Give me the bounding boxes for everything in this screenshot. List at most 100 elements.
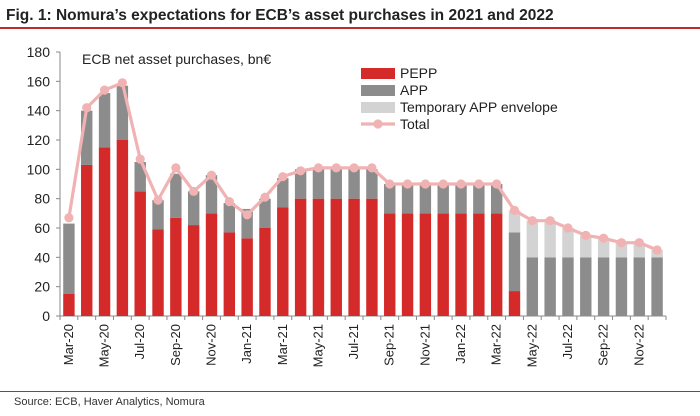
x-tick-label: Jan-21 <box>239 324 254 364</box>
bar-app <box>170 173 182 218</box>
bar-temporary-app-envelope <box>615 242 628 258</box>
total-point <box>135 154 145 164</box>
total-point <box>331 163 341 173</box>
bar-app <box>259 198 271 228</box>
bar-app <box>116 85 129 140</box>
bar-temporary-app-envelope <box>562 228 574 258</box>
total-point <box>474 179 484 189</box>
x-tick-label: Nov-22 <box>631 324 646 366</box>
bar-app <box>526 257 539 316</box>
bar-temporary-app-envelope <box>633 242 645 258</box>
y-tick-label: 120 <box>27 132 51 148</box>
total-point <box>242 210 252 220</box>
bar-app <box>223 203 236 233</box>
bar-pepp <box>152 229 164 316</box>
bar-pepp <box>455 213 467 316</box>
x-tick-label: Jul-20 <box>132 324 147 359</box>
x-tick-label: Jul-21 <box>346 324 361 359</box>
y-tick-label: 80 <box>34 191 50 207</box>
total-point <box>616 238 627 248</box>
y-tick-label: 140 <box>27 103 51 119</box>
total-point <box>563 223 573 233</box>
bar-temporary-app-envelope <box>580 235 592 258</box>
bar-app <box>348 169 360 199</box>
bar-app <box>401 184 414 214</box>
source-note: Source: ECB, Haver Analytics, Nomura <box>14 396 205 408</box>
bar-app <box>81 110 93 165</box>
legend-total-label: Total <box>400 116 430 132</box>
bar-pepp <box>508 291 521 316</box>
bar-pepp <box>187 225 200 316</box>
bar-pepp <box>259 228 271 316</box>
x-tick-label: Sep-22 <box>596 324 611 366</box>
bar-app <box>455 184 467 214</box>
bar-pepp <box>116 140 129 316</box>
title-rule <box>0 27 700 29</box>
bar-pepp <box>437 213 449 316</box>
x-tick-label: Nov-20 <box>204 324 219 366</box>
total-point <box>349 163 359 173</box>
bar-app <box>597 257 610 316</box>
y-tick-label: 100 <box>27 161 51 177</box>
bar-pepp <box>170 217 182 316</box>
bar-app <box>580 257 592 316</box>
axis-layer: 0 20 40 60 80 100 120 140 160 180 Mar-20 May-20 Jul-… <box>27 44 667 367</box>
chart-subtitle: ECB net asset purchases, bn€ <box>82 51 271 67</box>
bar-temporary-app-envelope <box>544 220 556 258</box>
bar-pepp <box>366 198 378 316</box>
bar-temporary-app-envelope <box>508 210 521 233</box>
bar-app <box>294 169 307 199</box>
bar-pepp <box>63 294 75 316</box>
total-point <box>296 166 306 176</box>
bar-pepp <box>223 232 236 316</box>
legend-pepp-swatch <box>361 68 395 79</box>
bar-app <box>134 162 146 192</box>
bar-app <box>330 169 342 199</box>
y-tick-label: 160 <box>27 73 51 89</box>
x-tick-label: May-22 <box>524 324 539 367</box>
source-rule <box>0 391 700 392</box>
x-tick-label: Nov-21 <box>417 324 432 366</box>
total-point <box>509 205 520 215</box>
bar-layer <box>63 85 663 316</box>
legend-total-marker <box>373 119 383 129</box>
bar-app <box>241 208 253 239</box>
bar-app <box>508 232 521 292</box>
total-point <box>171 163 181 173</box>
total-point <box>420 179 430 189</box>
total-point <box>82 103 92 113</box>
x-tick-label: Mar-20 <box>61 324 76 365</box>
bar-app <box>419 184 432 214</box>
total-point <box>581 230 591 240</box>
bar-app <box>437 184 449 214</box>
bar-pepp <box>294 198 307 316</box>
x-tick-label: Jul-22 <box>560 324 575 359</box>
bar-app <box>562 257 574 316</box>
legend-app-swatch <box>361 85 395 96</box>
bar-app <box>633 257 645 316</box>
total-point <box>64 213 74 223</box>
bar-pepp <box>241 238 253 316</box>
legend-pepp-label: PEPP <box>400 65 437 81</box>
bar-pepp <box>419 213 432 316</box>
bar-app <box>187 191 200 226</box>
bar-temporary-app-envelope <box>526 220 539 258</box>
total-point <box>153 195 163 205</box>
line-layer <box>64 78 662 255</box>
total-point <box>367 163 377 173</box>
bar-app <box>152 200 164 230</box>
bar-app <box>473 184 485 214</box>
legend-app-label: APP <box>400 82 428 98</box>
bar-app <box>205 175 218 214</box>
total-line <box>67 81 658 252</box>
total-point <box>492 179 502 189</box>
total-point <box>402 179 413 189</box>
bar-app <box>490 184 503 214</box>
bar-pepp <box>473 213 485 316</box>
y-tick-label: 180 <box>27 44 51 60</box>
total-point <box>260 192 270 202</box>
bar-pepp <box>277 207 289 316</box>
bar-app <box>651 257 663 316</box>
